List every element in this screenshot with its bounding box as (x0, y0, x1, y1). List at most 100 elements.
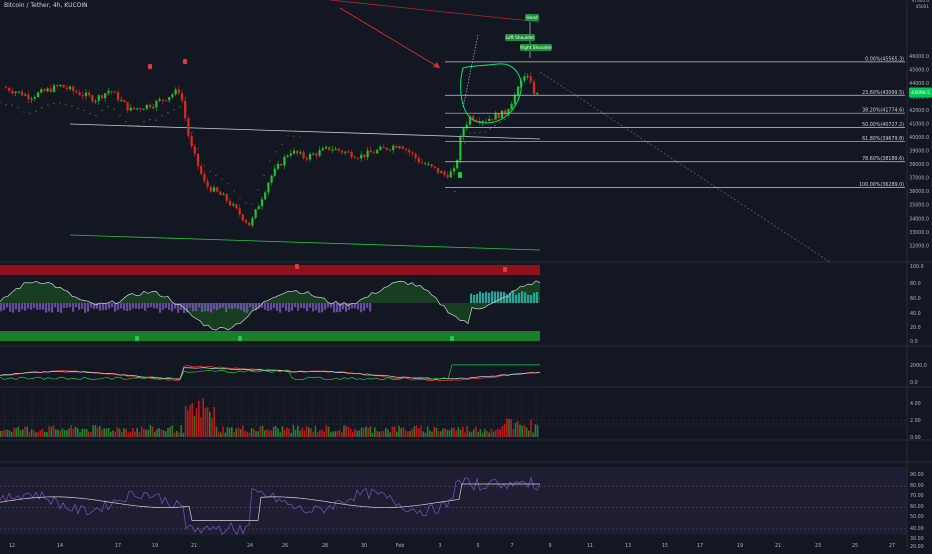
candle-body (244, 220, 248, 223)
volume-bar (391, 426, 394, 437)
volume-bar (187, 410, 189, 437)
oscillator-histogram-bar (99, 303, 102, 311)
volume-bar (143, 429, 145, 437)
volume-bar (235, 428, 237, 437)
volume-bar (316, 432, 319, 437)
fibonacci-retracement: 0.00%(45565.3) 23.60%(43099.5) 38.20%(4177… (445, 56, 905, 188)
volume-bar (213, 406, 215, 437)
volume-bar (246, 431, 248, 437)
volume-bar (488, 432, 490, 437)
candle-body (40, 89, 43, 93)
fib-level-label: 50.00%(40727.2) (862, 122, 904, 128)
volume-bar (46, 432, 48, 437)
oscillator-histogram-bar (533, 292, 536, 303)
volume-bar (378, 431, 380, 437)
oscillator-histogram-bar (491, 291, 494, 303)
oscillator-histogram-bar (141, 303, 144, 309)
macd-axis-label: 2000.0 (910, 363, 927, 369)
volume-bar (521, 425, 523, 437)
oscillator-histogram-bar (512, 291, 515, 303)
candle-body (46, 88, 49, 92)
oscillator-histogram-bar (24, 303, 27, 311)
oscillator-axis-label: 40.0 (910, 311, 921, 317)
oscillator-histogram-bar (506, 294, 509, 303)
candle-body (350, 151, 353, 158)
candle-body (296, 150, 299, 154)
candle-body (126, 102, 129, 111)
oscillator-axis-label: 80.0 (910, 281, 921, 287)
candle-body (81, 95, 84, 97)
candle-body (299, 152, 302, 154)
oscillator-histogram-bar (470, 293, 473, 303)
volume-bar (319, 430, 321, 437)
candle-body (414, 153, 417, 158)
price-axis-label: 34000.0 (909, 216, 929, 222)
volume-bar (182, 432, 185, 437)
volume-bar (180, 425, 182, 437)
time-axis-label: Feb (396, 543, 405, 549)
volume-bar (534, 424, 537, 437)
sar-dot (514, 98, 516, 100)
oscillator-histogram-bar (530, 294, 533, 303)
sar-dot (484, 131, 486, 133)
oscillator-histogram-bar (488, 292, 491, 303)
price-axis-top-label: 45001 (916, 4, 930, 9)
volume-bar (330, 432, 332, 437)
volume-bar (358, 430, 361, 437)
volume-bar (433, 426, 435, 437)
projection-dotted-line (539, 71, 831, 263)
volume-bar (479, 429, 482, 437)
oscillator-histogram-bar (345, 303, 348, 312)
volume-bar (435, 427, 438, 437)
volume-bar (253, 429, 255, 437)
oscillator-histogram-bar (303, 303, 306, 309)
volume-bar (4, 429, 6, 437)
annotation-left_shoulder: Left Shoulder (506, 35, 535, 41)
volume-bar (374, 427, 376, 437)
candle-body (110, 91, 113, 93)
volume-bar (22, 429, 24, 437)
volume-bar (385, 427, 387, 437)
resistance-trendline (69, 123, 541, 140)
candle-body (177, 89, 180, 94)
sar-dot (519, 86, 521, 89)
candle-body (30, 98, 33, 100)
candle-body (107, 91, 110, 94)
sar-dot (161, 115, 163, 117)
volume-bar (455, 430, 457, 437)
volume-bar (415, 425, 418, 437)
volume-bar (437, 431, 440, 437)
candle-body (516, 86, 520, 96)
volume-bar (140, 426, 143, 437)
volume-bar (323, 431, 325, 437)
oscillator-histogram-bar (276, 303, 279, 311)
volume-bar (292, 425, 295, 437)
pattern-dotted-line (462, 34, 479, 109)
candle-body (283, 156, 286, 166)
sar-dot (233, 190, 235, 192)
sar-dot (41, 107, 43, 109)
candle-body (376, 150, 379, 154)
time-axis-label: 19 (152, 543, 158, 549)
annotation-head-badge (525, 14, 539, 21)
volume-bar (402, 426, 405, 437)
sar-dot (29, 112, 31, 114)
candle-body (139, 108, 142, 110)
candle-body (228, 200, 232, 206)
oscillator-histogram-bar (132, 303, 135, 309)
price-axis-label: 38000.0 (909, 162, 929, 168)
sar-dot (263, 174, 265, 176)
oscillator-histogram-bar (219, 303, 222, 309)
volume-bar (393, 426, 396, 437)
candle-body (484, 120, 488, 122)
oscillator-histogram-bar (0, 303, 3, 312)
volume-bar (257, 431, 259, 437)
oscillator-axis-label: 0.0 (910, 339, 918, 345)
oscillator-histogram-bar (186, 303, 189, 313)
oscillator-histogram-bar (93, 303, 96, 309)
candle-body (456, 160, 459, 169)
candle-body (257, 206, 260, 210)
